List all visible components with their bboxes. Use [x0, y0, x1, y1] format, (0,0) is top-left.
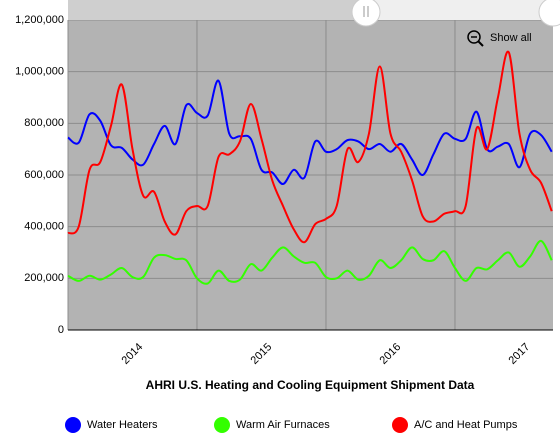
x-tick-label: 2017: [506, 341, 532, 367]
x-tick-label: 2016: [378, 341, 404, 367]
y-tick-label: 200,000: [24, 272, 64, 284]
legend-swatch: [65, 417, 81, 433]
scrollbar-handle[interactable]: [538, 0, 560, 27]
legend-label: A/C and Heat Pumps: [414, 419, 518, 431]
legend-item: A/C and Heat Pumps: [392, 417, 518, 433]
legend-item: Water Heaters: [65, 417, 158, 433]
y-tick-label: 800,000: [24, 117, 64, 129]
x-tick-label: 2015: [249, 341, 275, 367]
legend-label: Water Heaters: [87, 419, 158, 431]
zoom-icon: [477, 40, 484, 47]
y-tick-label: 600,000: [24, 169, 64, 181]
legend-label: Warm Air Furnaces: [236, 419, 330, 431]
y-tick-label: 1,200,000: [15, 14, 64, 26]
y-tick-label: 1,000,000: [15, 66, 64, 78]
chart-title: AHRI U.S. Heating and Cooling Equipment …: [146, 378, 475, 392]
legend-swatch: [392, 417, 408, 433]
zoom-button[interactable]: Show all: [467, 30, 532, 47]
zoom-button-label[interactable]: Show all: [490, 32, 532, 44]
scrollbar-handle[interactable]: [351, 0, 381, 27]
legend-swatch: [214, 417, 230, 433]
y-tick-label: 400,000: [24, 221, 64, 233]
zoom-icon: [467, 30, 481, 44]
scrollbar[interactable]: [68, 0, 560, 27]
legend-item: Warm Air Furnaces: [214, 417, 330, 433]
x-tick-label: 2014: [120, 341, 146, 367]
series-line: [67, 50, 553, 244]
series-line: [67, 239, 553, 285]
y-tick-label: 0: [58, 324, 64, 336]
series-line: [67, 79, 553, 186]
scrollbar-selection: [366, 0, 553, 20]
